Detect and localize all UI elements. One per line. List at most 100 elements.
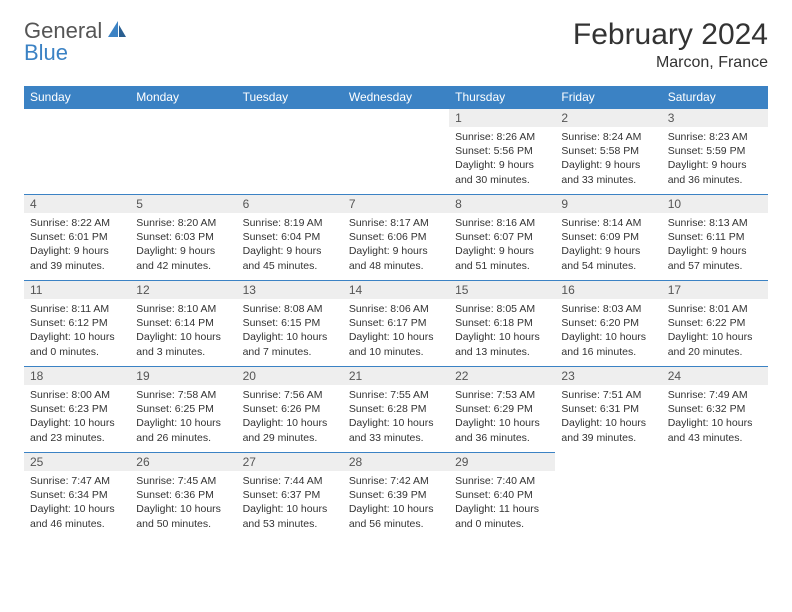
day-details: Sunrise: 8:23 AMSunset: 5:59 PMDaylight:… xyxy=(662,127,768,193)
calendar-table: SundayMondayTuesdayWednesdayThursdayFrid… xyxy=(24,86,768,539)
day-number: 16 xyxy=(555,281,661,299)
calendar-row: 1Sunrise: 8:26 AMSunset: 5:56 PMDaylight… xyxy=(24,109,768,195)
day-details: Sunrise: 8:19 AMSunset: 6:04 PMDaylight:… xyxy=(237,213,343,279)
day-number: 11 xyxy=(24,281,130,299)
calendar-cell: 29Sunrise: 7:40 AMSunset: 6:40 PMDayligh… xyxy=(449,453,555,539)
day-number: 6 xyxy=(237,195,343,213)
day-details: Sunrise: 8:13 AMSunset: 6:11 PMDaylight:… xyxy=(662,213,768,279)
calendar-cell: 5Sunrise: 8:20 AMSunset: 6:03 PMDaylight… xyxy=(130,195,236,281)
day-number: 24 xyxy=(662,367,768,385)
weekday-header: Thursday xyxy=(449,86,555,109)
weekday-header: Saturday xyxy=(662,86,768,109)
day-details: Sunrise: 8:17 AMSunset: 6:06 PMDaylight:… xyxy=(343,213,449,279)
day-details: Sunrise: 7:45 AMSunset: 6:36 PMDaylight:… xyxy=(130,471,236,537)
calendar-cell xyxy=(555,453,661,539)
day-number: 17 xyxy=(662,281,768,299)
calendar-cell: 17Sunrise: 8:01 AMSunset: 6:22 PMDayligh… xyxy=(662,281,768,367)
location: Marcon, France xyxy=(573,54,768,72)
weekday-header: Wednesday xyxy=(343,86,449,109)
day-number: 2 xyxy=(555,109,661,127)
day-details: Sunrise: 7:58 AMSunset: 6:25 PMDaylight:… xyxy=(130,385,236,451)
day-number: 10 xyxy=(662,195,768,213)
day-number: 8 xyxy=(449,195,555,213)
title-block: February 2024 Marcon, France xyxy=(573,18,768,72)
logo-sail-icon xyxy=(106,19,128,44)
calendar-row: 25Sunrise: 7:47 AMSunset: 6:34 PMDayligh… xyxy=(24,453,768,539)
calendar-cell: 2Sunrise: 8:24 AMSunset: 5:58 PMDaylight… xyxy=(555,109,661,195)
calendar-cell xyxy=(130,109,236,195)
calendar-row: 18Sunrise: 8:00 AMSunset: 6:23 PMDayligh… xyxy=(24,367,768,453)
day-number: 27 xyxy=(237,453,343,471)
day-number: 18 xyxy=(24,367,130,385)
day-details: Sunrise: 8:14 AMSunset: 6:09 PMDaylight:… xyxy=(555,213,661,279)
calendar-cell: 18Sunrise: 8:00 AMSunset: 6:23 PMDayligh… xyxy=(24,367,130,453)
day-number: 3 xyxy=(662,109,768,127)
day-details: Sunrise: 8:10 AMSunset: 6:14 PMDaylight:… xyxy=(130,299,236,365)
calendar-cell: 9Sunrise: 8:14 AMSunset: 6:09 PMDaylight… xyxy=(555,195,661,281)
calendar-cell xyxy=(662,453,768,539)
calendar-cell: 13Sunrise: 8:08 AMSunset: 6:15 PMDayligh… xyxy=(237,281,343,367)
calendar-cell: 11Sunrise: 8:11 AMSunset: 6:12 PMDayligh… xyxy=(24,281,130,367)
calendar-cell: 24Sunrise: 7:49 AMSunset: 6:32 PMDayligh… xyxy=(662,367,768,453)
day-number: 19 xyxy=(130,367,236,385)
calendar-cell: 3Sunrise: 8:23 AMSunset: 5:59 PMDaylight… xyxy=(662,109,768,195)
day-number: 28 xyxy=(343,453,449,471)
day-number: 23 xyxy=(555,367,661,385)
day-details: Sunrise: 8:01 AMSunset: 6:22 PMDaylight:… xyxy=(662,299,768,365)
calendar-cell: 7Sunrise: 8:17 AMSunset: 6:06 PMDaylight… xyxy=(343,195,449,281)
calendar-cell xyxy=(24,109,130,195)
calendar-cell: 25Sunrise: 7:47 AMSunset: 6:34 PMDayligh… xyxy=(24,453,130,539)
calendar-head: SundayMondayTuesdayWednesdayThursdayFrid… xyxy=(24,86,768,109)
calendar-row: 11Sunrise: 8:11 AMSunset: 6:12 PMDayligh… xyxy=(24,281,768,367)
calendar-cell: 16Sunrise: 8:03 AMSunset: 6:20 PMDayligh… xyxy=(555,281,661,367)
calendar-cell: 27Sunrise: 7:44 AMSunset: 6:37 PMDayligh… xyxy=(237,453,343,539)
day-details: Sunrise: 8:26 AMSunset: 5:56 PMDaylight:… xyxy=(449,127,555,193)
day-details: Sunrise: 8:03 AMSunset: 6:20 PMDaylight:… xyxy=(555,299,661,365)
day-details: Sunrise: 8:06 AMSunset: 6:17 PMDaylight:… xyxy=(343,299,449,365)
logo-text-blue: Blue xyxy=(24,40,68,66)
day-details: Sunrise: 8:16 AMSunset: 6:07 PMDaylight:… xyxy=(449,213,555,279)
weekday-header: Sunday xyxy=(24,86,130,109)
calendar-cell: 21Sunrise: 7:55 AMSunset: 6:28 PMDayligh… xyxy=(343,367,449,453)
weekday-header: Monday xyxy=(130,86,236,109)
calendar-cell: 14Sunrise: 8:06 AMSunset: 6:17 PMDayligh… xyxy=(343,281,449,367)
day-details: Sunrise: 8:08 AMSunset: 6:15 PMDaylight:… xyxy=(237,299,343,365)
day-details: Sunrise: 8:24 AMSunset: 5:58 PMDaylight:… xyxy=(555,127,661,193)
day-number: 22 xyxy=(449,367,555,385)
day-details: Sunrise: 8:22 AMSunset: 6:01 PMDaylight:… xyxy=(24,213,130,279)
day-details: Sunrise: 8:05 AMSunset: 6:18 PMDaylight:… xyxy=(449,299,555,365)
day-number: 5 xyxy=(130,195,236,213)
day-details: Sunrise: 8:11 AMSunset: 6:12 PMDaylight:… xyxy=(24,299,130,365)
day-details: Sunrise: 8:20 AMSunset: 6:03 PMDaylight:… xyxy=(130,213,236,279)
day-details: Sunrise: 7:56 AMSunset: 6:26 PMDaylight:… xyxy=(237,385,343,451)
day-number: 1 xyxy=(449,109,555,127)
calendar-cell: 20Sunrise: 7:56 AMSunset: 6:26 PMDayligh… xyxy=(237,367,343,453)
day-details: Sunrise: 7:40 AMSunset: 6:40 PMDaylight:… xyxy=(449,471,555,537)
calendar-body: 1Sunrise: 8:26 AMSunset: 5:56 PMDaylight… xyxy=(24,109,768,539)
day-number: 26 xyxy=(130,453,236,471)
day-number: 25 xyxy=(24,453,130,471)
day-number: 4 xyxy=(24,195,130,213)
day-details: Sunrise: 7:44 AMSunset: 6:37 PMDaylight:… xyxy=(237,471,343,537)
calendar-cell: 4Sunrise: 8:22 AMSunset: 6:01 PMDaylight… xyxy=(24,195,130,281)
day-number: 15 xyxy=(449,281,555,299)
calendar-cell: 23Sunrise: 7:51 AMSunset: 6:31 PMDayligh… xyxy=(555,367,661,453)
day-details: Sunrise: 7:42 AMSunset: 6:39 PMDaylight:… xyxy=(343,471,449,537)
day-number: 7 xyxy=(343,195,449,213)
calendar-cell: 12Sunrise: 8:10 AMSunset: 6:14 PMDayligh… xyxy=(130,281,236,367)
day-number: 20 xyxy=(237,367,343,385)
day-number: 21 xyxy=(343,367,449,385)
day-details: Sunrise: 7:47 AMSunset: 6:34 PMDaylight:… xyxy=(24,471,130,537)
calendar-cell xyxy=(343,109,449,195)
weekday-header: Friday xyxy=(555,86,661,109)
day-details: Sunrise: 7:49 AMSunset: 6:32 PMDaylight:… xyxy=(662,385,768,451)
weekday-header: Tuesday xyxy=(237,86,343,109)
day-details: Sunrise: 7:55 AMSunset: 6:28 PMDaylight:… xyxy=(343,385,449,451)
calendar-cell: 26Sunrise: 7:45 AMSunset: 6:36 PMDayligh… xyxy=(130,453,236,539)
day-number: 14 xyxy=(343,281,449,299)
calendar-cell: 19Sunrise: 7:58 AMSunset: 6:25 PMDayligh… xyxy=(130,367,236,453)
calendar-cell: 22Sunrise: 7:53 AMSunset: 6:29 PMDayligh… xyxy=(449,367,555,453)
calendar-cell: 15Sunrise: 8:05 AMSunset: 6:18 PMDayligh… xyxy=(449,281,555,367)
month-title: February 2024 xyxy=(573,18,768,52)
calendar-cell: 28Sunrise: 7:42 AMSunset: 6:39 PMDayligh… xyxy=(343,453,449,539)
